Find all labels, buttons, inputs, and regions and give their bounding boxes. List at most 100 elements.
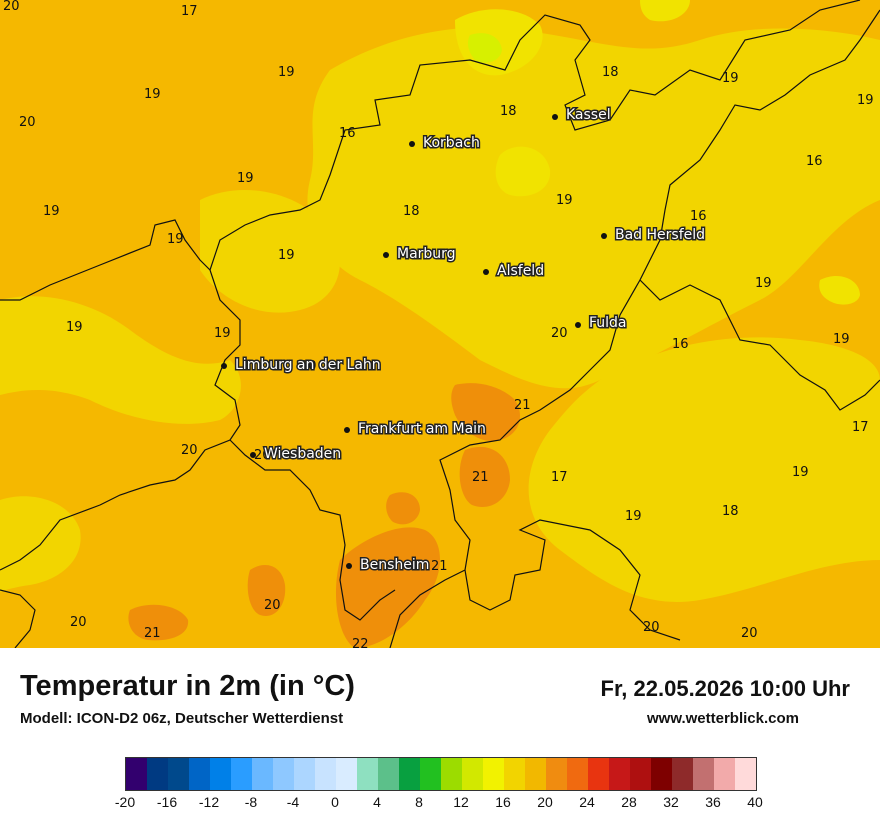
city-marker	[250, 452, 256, 458]
legend-swatch	[294, 758, 315, 790]
legend-swatch	[462, 758, 483, 790]
value-label: 16	[339, 126, 356, 141]
legend-swatch	[546, 758, 567, 790]
value-label: 21	[431, 559, 448, 574]
city-marker	[383, 252, 389, 258]
city-label-alsfeld: Alsfeld	[497, 263, 544, 279]
value-label: 20	[551, 326, 568, 341]
value-label: 20	[741, 626, 758, 641]
temperature-map: 20 17 19 19 20 18 18 19 19 16 16 19 19 1…	[0, 0, 880, 648]
legend-tick-label: -12	[198, 794, 220, 810]
legend-tick-label: 32	[663, 794, 679, 810]
legend-swatch	[504, 758, 525, 790]
legend-tick-label: 28	[621, 794, 637, 810]
value-label: 19	[144, 87, 161, 102]
value-label: 17	[181, 4, 198, 19]
legend-swatch	[483, 758, 504, 790]
green-spot-north	[467, 33, 502, 63]
legend-swatch	[189, 758, 210, 790]
legend-tick-label: 20	[537, 794, 553, 810]
legend-swatch	[630, 758, 651, 790]
website-link[interactable]: www.wetterblick.com	[647, 710, 799, 727]
city-label-bad-hersfeld: Bad Hersfeld	[615, 227, 705, 243]
city-marker	[344, 427, 350, 433]
forecast-date: Fr, 22.05.2026 10:00 Uhr	[600, 676, 851, 701]
value-label: 21	[514, 398, 531, 413]
warm-region-frankfurt	[451, 383, 520, 441]
value-label: 19	[833, 332, 850, 347]
value-label: 19	[857, 93, 874, 108]
value-label: 19	[625, 509, 642, 524]
legend-swatch	[693, 758, 714, 790]
legend-swatch	[357, 758, 378, 790]
cool-region-east	[528, 337, 880, 602]
city-marker	[409, 141, 415, 147]
value-label: 18	[403, 204, 420, 219]
value-label: 16	[672, 337, 689, 352]
value-label: 21	[144, 626, 161, 641]
city-marker	[483, 269, 489, 275]
legend-swatch	[168, 758, 189, 790]
legend-swatch	[567, 758, 588, 790]
city-label-limburg: Limburg an der Lahn	[235, 357, 381, 373]
value-label: 19	[167, 232, 184, 247]
legend-tick-label: 8	[415, 794, 423, 810]
value-label: 19	[43, 204, 60, 219]
value-label: 19	[278, 248, 295, 263]
legend-swatch	[672, 758, 693, 790]
legend-swatch	[126, 758, 147, 790]
city-label-korbach: Korbach	[423, 135, 480, 151]
legend-swatch	[252, 758, 273, 790]
legend-swatch	[714, 758, 735, 790]
legend-swatch	[651, 758, 672, 790]
map-title: Temperatur in 2m (in °C)	[20, 670, 355, 702]
value-label: 18	[500, 104, 517, 119]
legend-swatch	[735, 758, 756, 790]
color-legend-bar	[125, 757, 757, 791]
legend-swatch	[315, 758, 336, 790]
value-label: 19	[66, 320, 83, 335]
state-border	[0, 0, 880, 648]
city-marker	[346, 563, 352, 569]
legend-swatch	[588, 758, 609, 790]
legend-tick-label: -16	[156, 794, 178, 810]
value-label: 19	[237, 171, 254, 186]
city-label-wiesbaden: Wiesbaden	[264, 446, 341, 462]
city-label-fulda: Fulda	[589, 315, 627, 331]
value-label: 20	[264, 598, 281, 613]
legend-swatch	[525, 758, 546, 790]
value-label: 20	[19, 115, 36, 130]
color-legend-ticks: -20 -16 -12 -8 -4 0 4 8 12 16 20 24 28 32 36 40	[0, 794, 880, 814]
legend-tick-label: 4	[373, 794, 381, 810]
warm-region-rhein	[247, 565, 286, 616]
legend-swatch	[147, 758, 168, 790]
legend-tick-label: -20	[114, 794, 136, 810]
legend-tick-label: 0	[331, 794, 339, 810]
legend-tick-label: 12	[453, 794, 469, 810]
footer: Temperatur in 2m (in °C) Modell: ICON-D2…	[0, 648, 880, 830]
model-info: Modell: ICON-D2 06z, Deutscher Wetterdie…	[20, 710, 344, 727]
pale-spot-northwest	[640, 0, 690, 22]
city-marker	[221, 363, 227, 369]
value-label: 19	[755, 276, 772, 291]
value-label: 20	[643, 620, 660, 635]
value-label: 18	[722, 504, 739, 519]
city-label-frankfurt: Frankfurt am Main	[358, 421, 486, 437]
value-label: 19	[556, 193, 573, 208]
value-label: 20	[300, 359, 317, 374]
value-label: 19	[278, 65, 295, 80]
warm-region-darmstadt	[459, 446, 510, 508]
value-label: 17	[852, 420, 869, 435]
value-label: 20	[3, 0, 20, 14]
city-marker	[552, 114, 558, 120]
value-label: 21	[472, 470, 489, 485]
cool-region-north	[307, 27, 880, 389]
legend-swatch	[399, 758, 420, 790]
legend-swatch	[609, 758, 630, 790]
legend-tick-label: 24	[579, 794, 595, 810]
legend-swatch	[210, 758, 231, 790]
legend-swatch	[336, 758, 357, 790]
pale-spot-east	[819, 275, 860, 305]
value-label: 16	[690, 209, 707, 224]
warm-region-odenwald	[386, 492, 420, 525]
